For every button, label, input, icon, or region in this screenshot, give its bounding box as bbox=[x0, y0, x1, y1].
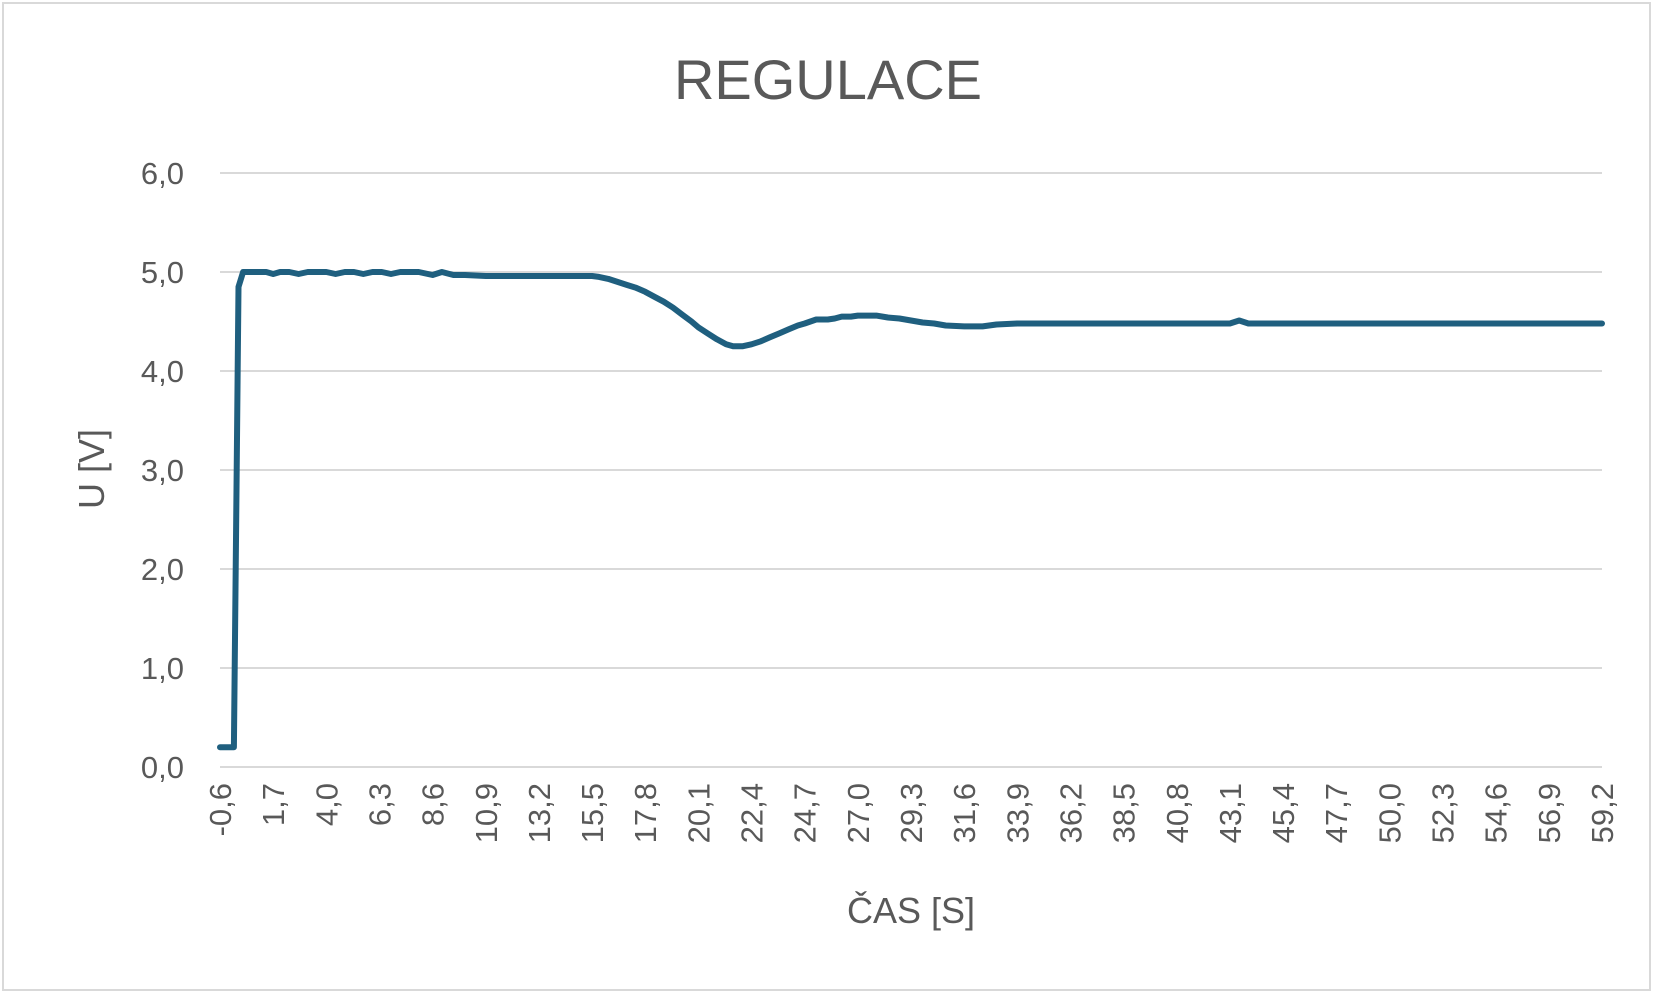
x-tick-label: 52,3 bbox=[1426, 783, 1461, 843]
y-axis-title: U [V] bbox=[71, 429, 112, 509]
x-tick-label: 43,1 bbox=[1213, 783, 1248, 843]
x-axis-title: ČAS [S] bbox=[847, 890, 975, 931]
x-tick-label: 24,7 bbox=[788, 783, 823, 843]
y-tick-label: 6,0 bbox=[141, 156, 184, 191]
x-tick-label: 10,9 bbox=[469, 783, 504, 843]
line-chart: 0,0 1,0 2,0 3,0 4,0 5,0 6,0 -0,6 1,7 4,0 6,3 8,6 10… bbox=[71, 48, 1620, 931]
x-tick-label: 22,4 bbox=[735, 783, 770, 843]
x-tick-label: 33,9 bbox=[1000, 783, 1035, 843]
y-tick-label: 0,0 bbox=[141, 750, 184, 785]
x-tick-label: -0,6 bbox=[203, 783, 238, 836]
x-tick-label: 15,5 bbox=[575, 783, 610, 843]
gridlines bbox=[220, 172, 1602, 768]
x-tick-label: 4,0 bbox=[309, 783, 344, 826]
x-tick-label: 47,7 bbox=[1319, 783, 1354, 843]
y-tick-label: 5,0 bbox=[141, 255, 184, 290]
x-tick-label: 13,2 bbox=[522, 783, 557, 843]
x-tick-label: 29,3 bbox=[894, 783, 929, 843]
x-tick-label: 50,0 bbox=[1372, 783, 1407, 843]
x-tick-label: 38,5 bbox=[1107, 783, 1142, 843]
series-line bbox=[217, 269, 1605, 751]
y-axis-ticks: 0,0 1,0 2,0 3,0 4,0 5,0 6,0 bbox=[141, 156, 184, 785]
y-tick-label: 2,0 bbox=[141, 552, 184, 587]
x-tick-label: 40,8 bbox=[1160, 783, 1195, 843]
x-tick-label: 54,6 bbox=[1479, 783, 1514, 843]
x-tick-label: 1,7 bbox=[256, 783, 291, 826]
x-tick-label: 36,2 bbox=[1053, 783, 1088, 843]
x-tick-label: 20,1 bbox=[681, 783, 716, 843]
x-tick-label: 27,0 bbox=[841, 783, 876, 843]
x-axis-ticks: -0,6 1,7 4,0 6,3 8,6 10,9 13,2 15,5 17,8 20,1 22,4… bbox=[203, 783, 1620, 843]
x-tick-label: 56,9 bbox=[1532, 783, 1567, 843]
x-tick-label: 6,3 bbox=[362, 783, 397, 826]
x-tick-label: 17,8 bbox=[628, 783, 663, 843]
y-tick-label: 1,0 bbox=[141, 651, 184, 686]
x-tick-label: 45,4 bbox=[1266, 783, 1301, 843]
y-tick-label: 3,0 bbox=[141, 453, 184, 488]
x-tick-label: 8,6 bbox=[416, 783, 451, 826]
y-tick-label: 4,0 bbox=[141, 354, 184, 389]
chart-title: REGULACE bbox=[674, 48, 982, 111]
series-layer bbox=[217, 269, 1605, 751]
x-tick-label: 31,6 bbox=[947, 783, 982, 843]
x-tick-label: 59,2 bbox=[1585, 783, 1620, 843]
